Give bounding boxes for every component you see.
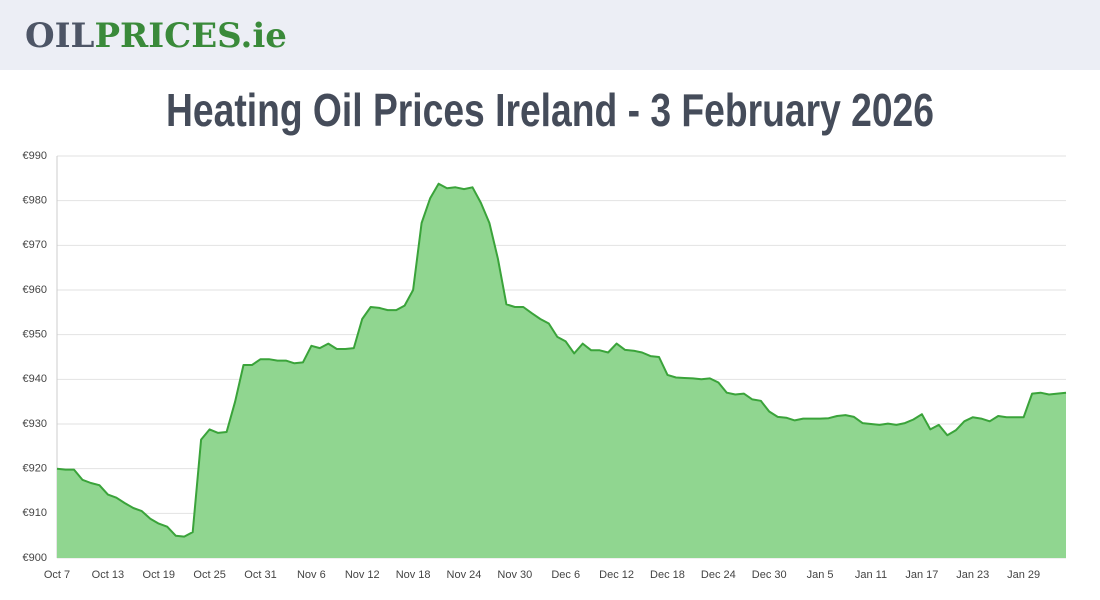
logo[interactable]: OILPRICES.ie bbox=[25, 16, 287, 56]
y-tick-label: €910 bbox=[23, 507, 47, 519]
y-tick-label: €980 bbox=[23, 195, 47, 207]
y-tick-label: €940 bbox=[23, 373, 47, 385]
x-tick-label: Dec 30 bbox=[752, 569, 787, 581]
logo-part: OIL bbox=[25, 16, 95, 56]
x-tick-label: Jan 29 bbox=[1007, 569, 1040, 581]
y-tick-label: €970 bbox=[23, 239, 47, 251]
x-tick-label: Nov 24 bbox=[447, 569, 482, 581]
y-tick-label: €950 bbox=[23, 329, 47, 341]
header-bar bbox=[0, 0, 1100, 70]
x-tick-label: Nov 30 bbox=[497, 569, 532, 581]
area bbox=[57, 183, 1066, 558]
line bbox=[56, 182, 1067, 538]
x-tick-label: Dec 6 bbox=[551, 569, 580, 581]
x-tick-label: Oct 13 bbox=[92, 569, 124, 581]
x-tick-label: Jan 23 bbox=[956, 569, 989, 581]
y-tick-label: €960 bbox=[23, 284, 47, 296]
x-tick-label: Dec 12 bbox=[599, 569, 634, 581]
y-tick-label: €900 bbox=[23, 552, 47, 564]
x-tick-label: Nov 6 bbox=[297, 569, 326, 581]
y-tick-label: €990 bbox=[23, 150, 47, 162]
x-tick-label: Jan 5 bbox=[807, 569, 834, 581]
x-tick-label: Nov 12 bbox=[345, 569, 380, 581]
y-tick-label: €920 bbox=[23, 463, 47, 475]
x-tick-label: Oct 19 bbox=[143, 569, 175, 581]
x-tick-label: Oct 31 bbox=[244, 569, 276, 581]
x-tick-label: Jan 17 bbox=[905, 569, 938, 581]
x-tick-label: Oct 25 bbox=[193, 569, 225, 581]
chart-title: Heating Oil Prices Ireland - 3 February … bbox=[166, 84, 934, 136]
x-tick-label: Jan 11 bbox=[855, 569, 887, 581]
y-tick-label: €930 bbox=[23, 418, 47, 430]
logo-part: PRICES.ie bbox=[94, 16, 286, 56]
x-tick-label: Oct 7 bbox=[44, 569, 70, 581]
x-tick-label: Dec 18 bbox=[650, 569, 685, 581]
x-tick-label: Dec 24 bbox=[701, 569, 736, 581]
x-tick-label: Nov 18 bbox=[396, 569, 431, 581]
